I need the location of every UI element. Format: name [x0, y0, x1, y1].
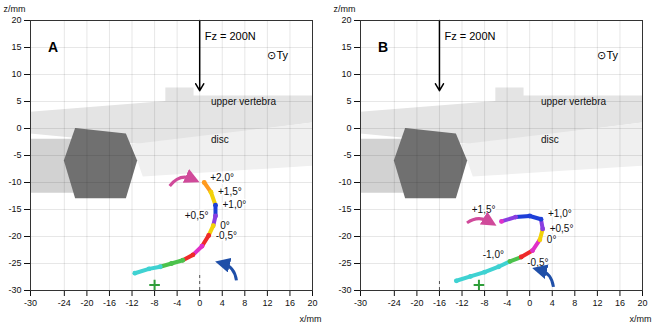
- svg-text:0: 0: [527, 298, 532, 308]
- svg-text:8: 8: [572, 298, 577, 308]
- svg-text:-15: -15: [8, 204, 21, 214]
- svg-text:12: 12: [262, 298, 272, 308]
- svg-text:5: 5: [16, 96, 21, 106]
- svg-text:0: 0: [346, 123, 351, 133]
- svg-text:Fz = 200N: Fz = 200N: [205, 30, 256, 42]
- svg-text:-16: -16: [433, 298, 446, 308]
- svg-text:-30: -30: [24, 298, 37, 308]
- svg-text:4: 4: [220, 298, 225, 308]
- svg-text:+0,5°: +0,5°: [550, 223, 574, 234]
- svg-text:upper vertebra: upper vertebra: [211, 96, 276, 107]
- svg-text:-16: -16: [103, 298, 116, 308]
- svg-text:15: 15: [11, 42, 21, 52]
- svg-text:20: 20: [637, 298, 647, 308]
- svg-text:-0,5°: -0,5°: [216, 230, 237, 241]
- svg-text:12: 12: [592, 298, 602, 308]
- svg-text:⊙Ty: ⊙Ty: [597, 49, 618, 61]
- svg-text:Fz = 200N: Fz = 200N: [444, 30, 495, 42]
- svg-text:B: B: [378, 39, 388, 55]
- svg-text:-8: -8: [481, 298, 489, 308]
- svg-text:z/mm: z/mm: [334, 4, 356, 14]
- svg-text:0°: 0°: [220, 219, 230, 231]
- svg-text:20: 20: [11, 15, 21, 25]
- svg-text:+1,5°: +1,5°: [218, 186, 242, 197]
- svg-text:-20: -20: [410, 298, 423, 308]
- svg-text:+0,5°: +0,5°: [185, 210, 209, 221]
- svg-text:0°: 0°: [547, 234, 557, 245]
- svg-text:x/mm: x/mm: [300, 314, 322, 324]
- svg-text:A: A: [48, 39, 58, 55]
- svg-text:-25: -25: [338, 258, 351, 268]
- svg-text:-20: -20: [338, 231, 351, 241]
- svg-text:4: 4: [550, 298, 555, 308]
- svg-text:-15: -15: [338, 204, 351, 214]
- svg-text:8: 8: [242, 298, 247, 308]
- svg-text:0: 0: [197, 298, 202, 308]
- svg-text:-0,5°: -0,5°: [527, 257, 548, 268]
- svg-text:20: 20: [307, 298, 317, 308]
- svg-text:10: 10: [341, 69, 351, 79]
- svg-text:-10: -10: [338, 177, 351, 187]
- svg-text:10: 10: [11, 69, 21, 79]
- svg-text:5: 5: [346, 96, 351, 106]
- svg-text:disc: disc: [541, 134, 559, 145]
- svg-text:⊙Ty: ⊙Ty: [267, 49, 288, 61]
- svg-text:-12: -12: [126, 298, 139, 308]
- svg-text:+2,0°: +2,0°: [210, 172, 234, 183]
- svg-text:-20: -20: [8, 231, 21, 241]
- svg-text:+1,0°: +1,0°: [548, 208, 572, 219]
- svg-text:20: 20: [341, 15, 351, 25]
- svg-text:15: 15: [341, 42, 351, 52]
- svg-text:-4: -4: [173, 298, 181, 308]
- svg-text:upper vertebra: upper vertebra: [541, 96, 606, 107]
- svg-text:-5: -5: [13, 150, 21, 160]
- svg-text:-4: -4: [503, 298, 511, 308]
- svg-text:x/mm: x/mm: [630, 314, 652, 324]
- svg-text:+1,5°: +1,5°: [472, 204, 496, 215]
- svg-text:-5: -5: [343, 150, 351, 160]
- svg-text:z/mm: z/mm: [4, 4, 26, 14]
- svg-text:-25: -25: [8, 258, 21, 268]
- svg-text:-24: -24: [388, 298, 401, 308]
- svg-text:-1,0°: -1,0°: [483, 249, 504, 260]
- svg-text:-30: -30: [338, 285, 351, 295]
- svg-text:-30: -30: [8, 285, 21, 295]
- svg-text:-20: -20: [80, 298, 93, 308]
- svg-text:-30: -30: [354, 298, 367, 308]
- svg-text:16: 16: [615, 298, 625, 308]
- svg-text:-10: -10: [8, 177, 21, 187]
- svg-text:0: 0: [16, 123, 21, 133]
- svg-text:+1,0°: +1,0°: [222, 199, 246, 210]
- svg-text:-24: -24: [58, 298, 71, 308]
- svg-text:16: 16: [285, 298, 295, 308]
- svg-text:disc: disc: [211, 134, 229, 145]
- svg-text:-12: -12: [456, 298, 469, 308]
- svg-text:-8: -8: [151, 298, 159, 308]
